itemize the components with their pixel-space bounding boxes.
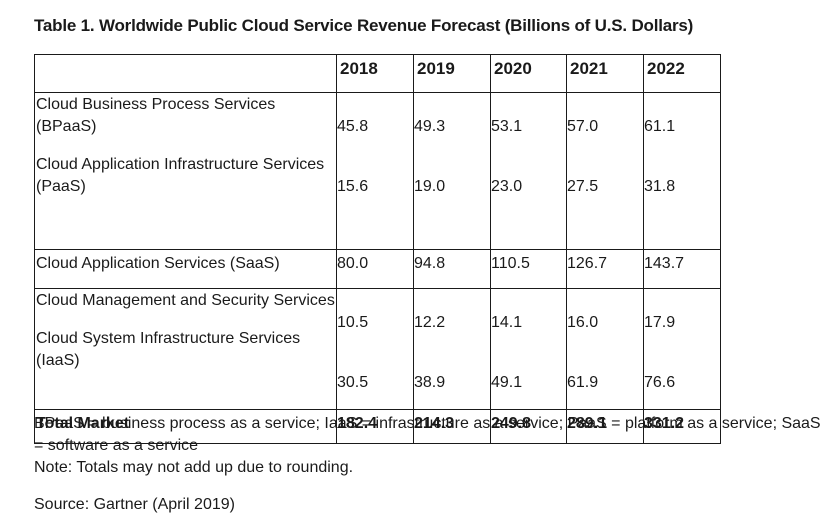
value: 76.6	[644, 374, 676, 391]
value: 31.8	[644, 178, 676, 195]
value: 49.3	[414, 118, 446, 135]
value-cell: 94.8	[413, 249, 491, 289]
value-cell: 53.1 23.0	[490, 92, 567, 250]
total-value: 249.8	[491, 415, 532, 432]
year-header: 2021	[566, 54, 644, 93]
year-header: 2018	[336, 54, 414, 93]
row-label: Cloud Application Services (SaaS)	[36, 255, 280, 272]
total-value: 214.3	[414, 415, 455, 432]
value-cell: 12.2 38.9	[413, 288, 491, 410]
value: 27.5	[567, 178, 599, 195]
year-header: 2019	[413, 54, 491, 93]
value: 23.0	[491, 178, 523, 195]
value-cell: 143.7	[643, 249, 721, 289]
value: 19.0	[414, 178, 446, 195]
value-cell: 16.0 61.9	[566, 288, 644, 410]
value: 16.0	[567, 314, 599, 331]
total-label-cell: Total Market	[34, 409, 337, 444]
row-label-cell: Cloud Management and Security Services C…	[34, 288, 337, 410]
value-cell: 17.9 76.6	[643, 288, 721, 410]
value-cell: 80.0	[336, 249, 414, 289]
value: 57.0	[567, 118, 599, 135]
value: 61.9	[567, 374, 599, 391]
value: 30.5	[337, 374, 369, 391]
row-label: Cloud Management and Security Services	[36, 292, 335, 309]
total-value-cell: 331.2	[643, 409, 721, 444]
table-title: Table 1. Worldwide Public Cloud Service …	[34, 16, 694, 35]
row-label: Cloud System Infrastructure Services (Ia…	[36, 330, 301, 369]
row-label: Cloud Application Infrastructure Service…	[36, 156, 325, 195]
value: 45.8	[337, 118, 369, 135]
value-cell: 14.1 49.1	[490, 288, 567, 410]
value: 10.5	[337, 314, 369, 331]
value: 15.6	[337, 178, 369, 195]
header-empty-cell	[34, 54, 337, 93]
value: 94.8	[414, 255, 446, 272]
value-cell: 61.1 31.8	[643, 92, 721, 250]
source-note: Source: Gartner (April 2019)	[34, 496, 235, 513]
value: 126.7	[567, 255, 608, 272]
value-cell: 110.5	[490, 249, 567, 289]
value-cell: 10.5 30.5	[336, 288, 414, 410]
table-notes: BPaaS = business process as a service; I…	[34, 413, 824, 479]
total-value: 182.4	[337, 415, 378, 432]
value: 38.9	[414, 374, 446, 391]
total-value-cell: 249.8	[490, 409, 567, 444]
table-row: Cloud Application Services (SaaS) 80.0 9…	[34, 249, 721, 289]
total-value: 331.2	[644, 415, 685, 432]
row-label: Cloud Business Process Services (BPaaS)	[36, 96, 276, 135]
value-cell: 126.7	[566, 249, 644, 289]
rounding-note: Note: Totals may not add up due to round…	[34, 459, 354, 476]
value-cell: 49.3 19.0	[413, 92, 491, 250]
year-header: 2020	[490, 54, 567, 93]
total-row: Total Market 182.4 214.3 249.8 289.1 331…	[34, 409, 721, 444]
abbreviations-note: BPaaS = business process as a service; I…	[34, 415, 821, 454]
revenue-forecast-table: 2018 2019 2020 2021 2022 Cloud Business …	[34, 54, 721, 444]
total-label: Total Market	[36, 415, 130, 432]
value: 49.1	[491, 374, 523, 391]
value: 110.5	[491, 255, 530, 272]
value: 143.7	[644, 255, 685, 272]
total-value: 289.1	[567, 415, 608, 432]
value-cell: 45.8 15.6	[336, 92, 414, 250]
header-row: 2018 2019 2020 2021 2022	[34, 54, 721, 93]
value: 14.1	[491, 314, 523, 331]
value: 12.2	[414, 314, 446, 331]
table-row-group: Cloud Management and Security Services C…	[34, 288, 721, 410]
year-header: 2022	[643, 54, 721, 93]
row-label-cell: Cloud Application Services (SaaS)	[34, 249, 337, 289]
value: 61.1	[644, 118, 676, 135]
value: 53.1	[491, 118, 523, 135]
total-value-cell: 182.4	[336, 409, 414, 444]
value-cell: 57.0 27.5	[566, 92, 644, 250]
value: 17.9	[644, 314, 676, 331]
value: 80.0	[337, 255, 369, 272]
table-row-group: Cloud Business Process Services (BPaaS) …	[34, 92, 721, 250]
row-label-cell: Cloud Business Process Services (BPaaS) …	[34, 92, 337, 250]
